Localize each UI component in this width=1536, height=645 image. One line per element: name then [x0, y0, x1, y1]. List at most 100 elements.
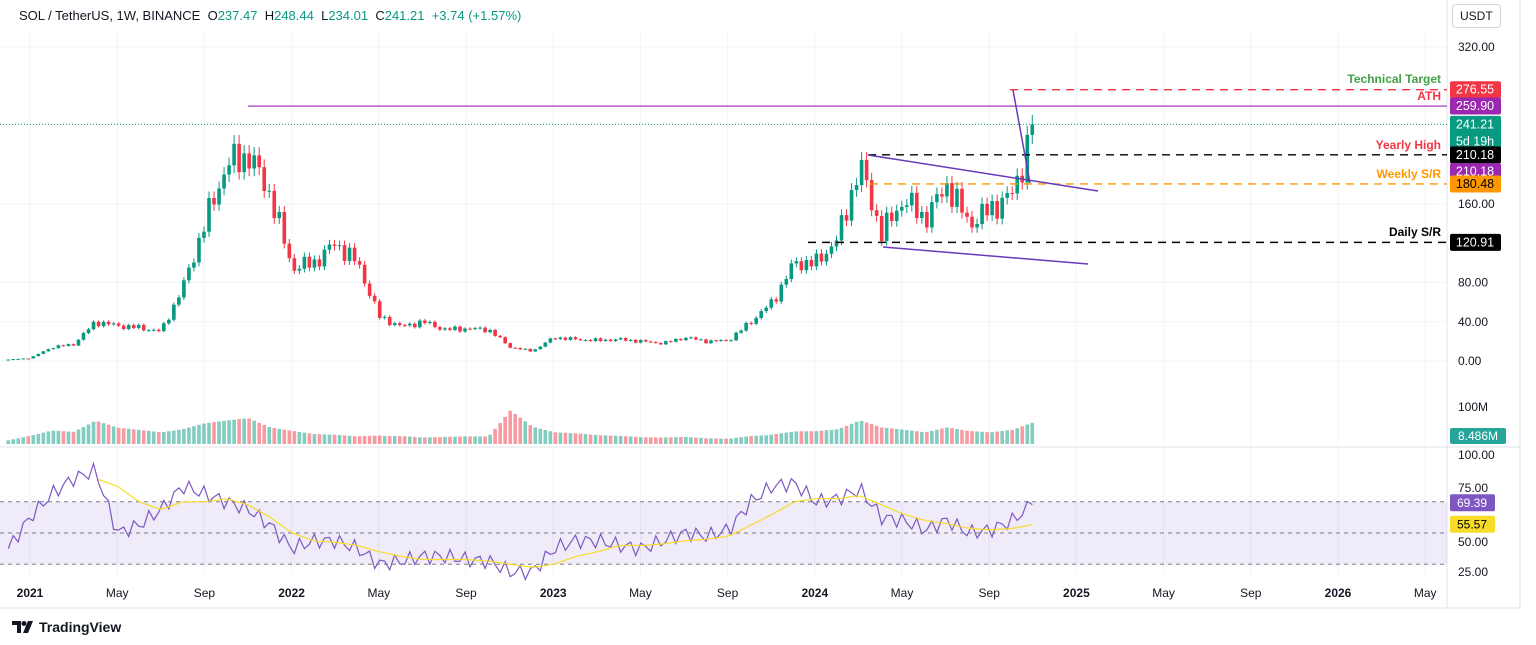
candle-body	[162, 323, 166, 332]
candle-body	[498, 335, 502, 338]
volume-bar	[734, 437, 738, 444]
ath-label: ATH	[1417, 89, 1441, 103]
candle-body	[192, 262, 196, 268]
candle-body	[995, 201, 999, 219]
volume-bar	[633, 436, 638, 444]
candle-body	[141, 324, 146, 331]
volume-bar	[578, 433, 583, 444]
candle-body	[1025, 134, 1030, 183]
volume-bar	[11, 439, 16, 444]
volume-bar	[608, 435, 613, 444]
volume-bar	[809, 431, 814, 444]
price-tag	[1450, 115, 1501, 150]
volume-bar	[101, 423, 106, 444]
volume-bar	[56, 430, 61, 444]
candle-body	[503, 337, 507, 344]
volume-bar	[824, 430, 829, 444]
price-tag-value: 210.18	[1456, 148, 1494, 162]
candle-body	[418, 320, 422, 328]
volume-bar	[151, 431, 156, 444]
candle-body	[889, 212, 894, 222]
candle-body	[578, 339, 583, 341]
volume-bar	[197, 424, 201, 444]
volume-bar	[709, 438, 713, 444]
volume-bar	[684, 436, 688, 444]
currency-button[interactable]: USDT	[1452, 4, 1501, 28]
volume-bar	[1005, 430, 1009, 444]
candle-body	[332, 244, 337, 246]
target-projection-line	[1012, 89, 1031, 184]
time-tick-label: May	[1152, 586, 1175, 600]
volume-bar	[91, 421, 96, 444]
symbol-title[interactable]: SOL / TetherUS, 1W, BINANCE	[19, 8, 201, 23]
candle-body	[729, 340, 733, 342]
candle-body	[237, 143, 241, 173]
volume-bar	[653, 437, 658, 444]
volume-bar	[162, 431, 166, 444]
volume-bar	[282, 429, 287, 444]
volume-bar	[518, 417, 523, 444]
volume-bar	[448, 436, 452, 444]
candle-body	[759, 311, 763, 318]
volume-bar	[894, 428, 899, 444]
price-tick-label: 0.00	[1458, 354, 1482, 368]
candle-body	[784, 279, 789, 285]
price-tag	[1450, 97, 1501, 115]
candle-body	[879, 215, 884, 242]
volume-bar	[548, 431, 553, 444]
volume-bar	[86, 424, 91, 444]
candle-body	[1000, 197, 1004, 219]
candle-body	[91, 321, 96, 330]
volume-bar	[699, 437, 703, 444]
volume-bar	[46, 431, 51, 444]
candle-body	[894, 210, 899, 222]
time-tick-label: May	[106, 586, 129, 600]
volume-bar	[593, 434, 598, 444]
volume-bar	[6, 440, 10, 444]
candle-body	[608, 339, 613, 342]
candle-body	[167, 319, 171, 324]
candle-body	[197, 237, 201, 263]
candle-body	[618, 338, 623, 340]
volume-bar	[297, 431, 302, 444]
volume-bar	[899, 429, 904, 444]
candle-body	[664, 341, 668, 345]
candle-body	[699, 339, 703, 341]
time-tick-label: Sep	[455, 586, 477, 600]
candle-body	[970, 216, 974, 228]
volume-bar	[915, 431, 919, 444]
volume-bar	[985, 432, 989, 444]
volume-bar	[799, 431, 804, 444]
candle-body	[322, 249, 327, 267]
volume-bar	[930, 430, 934, 444]
tradingview-logo[interactable]: TradingView	[12, 619, 121, 635]
candle-body	[21, 358, 26, 360]
time-tick-label: 2022	[278, 586, 305, 600]
tradingview-icon	[12, 621, 33, 633]
candle-body	[26, 358, 31, 360]
volume-bar	[357, 436, 362, 444]
candle-body	[362, 264, 367, 284]
candle-body	[794, 261, 799, 264]
rsi-ma-line	[98, 478, 1033, 568]
volume-bar	[207, 422, 211, 444]
volume-bar	[31, 435, 36, 444]
volume-bar	[443, 436, 447, 444]
candle-body	[136, 324, 141, 328]
volume-bar	[804, 431, 809, 444]
volume-bar	[267, 426, 272, 444]
volume-bar	[588, 434, 593, 444]
volume-bar	[573, 433, 578, 444]
candle-body	[734, 332, 738, 341]
candle-body	[628, 339, 633, 341]
candle-body	[101, 321, 106, 327]
candle-body	[297, 268, 302, 271]
volume-bar	[764, 435, 769, 444]
volume-bar	[222, 420, 226, 444]
volume-bar	[352, 436, 357, 444]
volume-bar	[613, 435, 618, 444]
candle-body	[513, 347, 518, 349]
candle-body	[754, 317, 758, 324]
candle-body	[508, 343, 512, 348]
